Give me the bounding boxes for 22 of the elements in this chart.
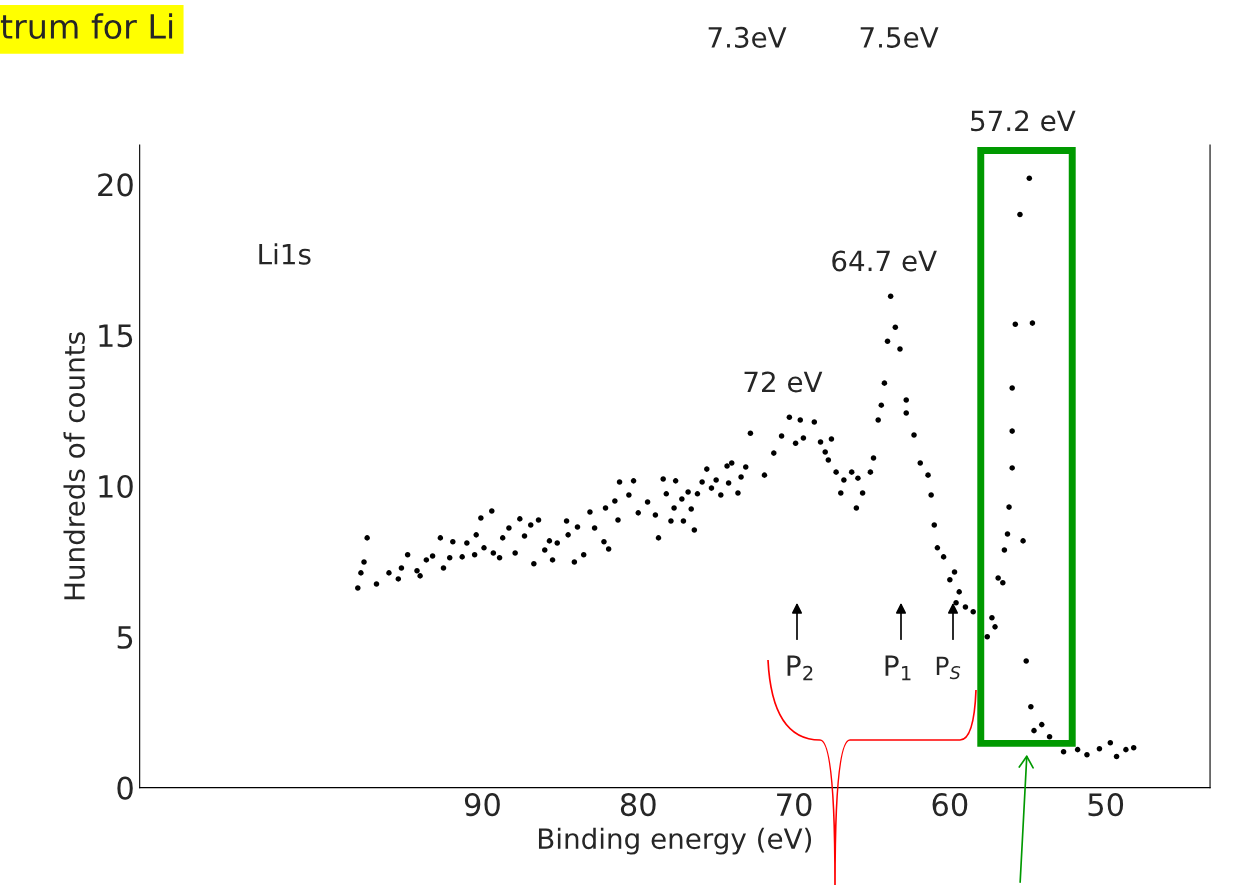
text: 7.5eV	[860, 27, 939, 48]
y-tick-label: 20	[98, 173, 133, 197]
chart-title: trum for Li	[0, 13, 173, 40]
x-axis-title: Binding energy (eV)	[538, 827, 812, 855]
x-tick-label: 90	[464, 793, 500, 817]
x-tick-label: 70	[777, 793, 812, 817]
y-tick-label: 5	[117, 626, 133, 649]
y-tick-label: 0	[117, 776, 133, 800]
annotation: Li1s	[259, 243, 311, 265]
y-tick-label: 15	[99, 324, 133, 348]
y-axis-title: Hundreds of counts	[63, 332, 85, 600]
annotation: 57.2 eV	[971, 110, 1076, 132]
text: 7.3eV	[708, 26, 787, 48]
y-tick-label: 10	[99, 474, 133, 499]
annotation: 64.7 eV	[832, 250, 937, 272]
annotation: P$_{1}$	[885, 655, 911, 681]
x-tick-label: 50	[1088, 793, 1124, 817]
x-tick-label: 60	[932, 793, 968, 817]
annotation: P$_{2}$	[787, 655, 813, 681]
x-tick-label: 80	[620, 793, 656, 817]
annotation: P$_{S}$	[936, 656, 961, 680]
annotation: 72 eV	[744, 371, 823, 393]
